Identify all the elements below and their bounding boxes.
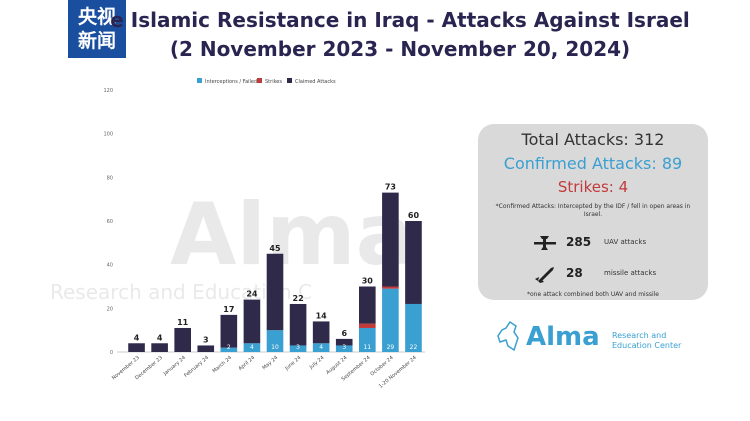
drone-icon xyxy=(534,236,556,250)
stacked-bar-chart: Interceptions / Failed Strikes Claimed Att… xyxy=(103,78,425,390)
x-tick-label: April 24 xyxy=(237,355,256,372)
y-tick-label: 80 xyxy=(107,175,113,181)
bar-inner-label: 2 xyxy=(227,344,231,351)
bar-inner-label: 29 xyxy=(387,344,395,351)
legend-label: Strikes xyxy=(265,79,282,85)
y-tick-label: 100 xyxy=(103,132,113,138)
confirmed-attacks: Confirmed Attacks: 89 xyxy=(503,154,683,173)
alma-tagline-2: Education Center xyxy=(612,341,682,350)
logo-line-1: 央视 xyxy=(77,6,116,28)
logo-line-2: 新闻 xyxy=(77,30,116,52)
bar-total-label: 45 xyxy=(269,244,281,253)
y-tick-label: 20 xyxy=(107,306,113,312)
legend-swatch xyxy=(287,78,292,83)
alma-map-icon xyxy=(497,320,519,352)
x-tick-label: June 24 xyxy=(283,355,302,372)
uav-row: 285 UAV attacks xyxy=(478,232,708,254)
bar-total-label: 11 xyxy=(177,318,189,327)
missile-count: 28 xyxy=(566,266,583,280)
legend-label: Claimed Attacks xyxy=(295,79,336,85)
bar-segment xyxy=(405,221,422,304)
legend-swatch xyxy=(257,78,262,83)
total-attacks: Total Attacks: 312 xyxy=(521,130,665,149)
bar-total-label: 3 xyxy=(203,335,209,344)
legend-label: Interceptions / Failed xyxy=(205,79,257,85)
combined-footnote: *one attack combined both UAV and missil… xyxy=(527,291,659,298)
bar-segment xyxy=(197,345,215,352)
bar-inner-label: 4 xyxy=(250,344,254,351)
x-tick-label: May 24 xyxy=(261,355,279,371)
bar-segment xyxy=(335,338,353,346)
bar-total-label: 6 xyxy=(341,329,347,338)
alma-logo: Alma Research and Education Center xyxy=(494,320,704,356)
bar-segment xyxy=(243,299,261,344)
bar-total-label: 17 xyxy=(223,305,234,314)
bar-segment xyxy=(359,286,376,324)
legend-swatch xyxy=(197,78,202,83)
bar-total-label: 73 xyxy=(385,183,396,192)
confirmed-note: *Confirmed Attacks: Intercepted by the I… xyxy=(495,203,691,218)
bar-total-label: 4 xyxy=(157,333,163,342)
stats-panel: Total Attacks: 312 Confirmed Attacks: 89… xyxy=(478,124,708,300)
bar-inner-label: 3 xyxy=(296,344,300,351)
bar-segment xyxy=(151,343,168,352)
bar-segment xyxy=(266,330,284,352)
bar-inner-label: 10 xyxy=(271,344,279,351)
missile-label: missile attacks xyxy=(604,269,657,277)
missile-icon xyxy=(535,267,554,283)
bar-segment xyxy=(220,314,238,348)
bar-inner-label: 3 xyxy=(342,344,346,351)
bar-segment xyxy=(312,343,330,352)
bar-inner-label: 11 xyxy=(363,344,371,351)
cctv-news-logo: 央视 新闻 xyxy=(68,0,126,58)
y-tick-label: 120 xyxy=(103,88,113,94)
bar-segment xyxy=(405,303,422,352)
bar-segment xyxy=(243,343,261,352)
x-tick-label: July 24 xyxy=(308,355,326,371)
bar-total-label: 30 xyxy=(362,277,374,286)
bar-total-label: 60 xyxy=(408,211,420,220)
x-tick-label: February 24 xyxy=(183,355,210,379)
bar-total-label: 24 xyxy=(246,290,258,299)
strikes-count: Strikes: 4 xyxy=(557,178,629,196)
bar-segment xyxy=(128,343,145,352)
alma-tagline: Research and Education Center xyxy=(612,331,681,351)
bar-total-label: 4 xyxy=(134,333,140,342)
missile-row: 28 missile attacks xyxy=(478,263,708,285)
chart-subtitle: (2 November 2023 - November 20, 2024) xyxy=(169,37,631,61)
bar-segment xyxy=(359,323,376,328)
bar-inner-label: 22 xyxy=(410,344,418,351)
bar-segment xyxy=(382,286,399,289)
chart-title: e Islamic Resistance in Iraq - Attacks A… xyxy=(110,8,690,32)
y-tick-label: 0 xyxy=(110,350,113,356)
bar-segment xyxy=(382,192,399,287)
bar-segment xyxy=(335,345,353,352)
bar-segment xyxy=(220,347,238,352)
bar-segment xyxy=(312,321,330,344)
bar-inner-label: 4 xyxy=(319,344,323,351)
bar-segment xyxy=(289,345,307,352)
uav-label: UAV attacks xyxy=(604,238,647,246)
x-tick-label: March 24 xyxy=(212,355,234,375)
bar-segment xyxy=(289,303,307,346)
bar-segment xyxy=(174,327,191,352)
bar-segment xyxy=(382,288,399,352)
bar-segment xyxy=(266,253,284,331)
alma-word: Alma xyxy=(526,322,600,352)
y-tick-label: 40 xyxy=(107,263,113,269)
bar-total-label: 14 xyxy=(316,311,328,320)
y-tick-label: 60 xyxy=(107,219,113,225)
bar-total-label: 22 xyxy=(293,294,304,303)
alma-tagline-1: Research and xyxy=(612,331,667,340)
bar-segment xyxy=(359,327,376,352)
uav-count: 285 xyxy=(566,235,592,249)
